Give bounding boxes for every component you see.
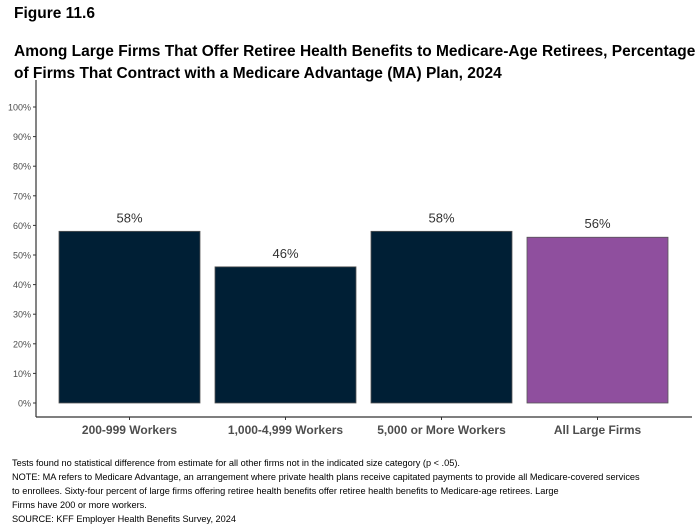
category-label: 200-999 Workers [82, 423, 178, 437]
y-tick-label: 60% [13, 221, 31, 231]
y-tick-label: 20% [13, 339, 31, 349]
notes: Tests found no statistical difference fr… [12, 456, 640, 525]
data-label: 56% [584, 216, 610, 231]
title-line-2: of Firms That Contract with a Medicare A… [14, 65, 502, 82]
bar [526, 236, 669, 404]
title-line-1: Among Large Firms That Offer Retiree Hea… [14, 43, 696, 60]
source: SOURCE: KFF Employer Health Benefits Sur… [12, 514, 236, 524]
chart-title: Among Large Firms That Offer Retiree Hea… [14, 41, 696, 85]
note-line-3: Firms have 200 or more workers. [12, 500, 147, 510]
category-label: All Large Firms [554, 423, 642, 437]
note-line-1: NOTE: MA refers to Medicare Advantage, a… [12, 472, 640, 482]
y-tick-label: 40% [13, 280, 31, 290]
y-tick-label: 30% [13, 310, 31, 320]
note-significance: Tests found no statistical difference fr… [12, 458, 460, 468]
data-label: 58% [428, 210, 454, 225]
data-label: 58% [116, 210, 142, 225]
bar [58, 230, 201, 404]
category-label: 1,000-4,999 Workers [228, 423, 344, 437]
y-tick-label: 0% [18, 399, 31, 409]
y-tick-label: 100% [8, 103, 31, 113]
y-tick-label: 80% [13, 162, 31, 172]
bar [370, 230, 513, 404]
figure-label: Figure 11.6 [14, 5, 95, 22]
data-label: 46% [272, 246, 298, 261]
y-tick-label: 50% [13, 251, 31, 261]
y-tick-label: 70% [13, 191, 31, 201]
bar [214, 266, 357, 404]
y-tick-label: 90% [13, 132, 31, 142]
category-label: 5,000 or More Workers [377, 423, 506, 437]
y-tick-label: 10% [13, 369, 31, 379]
note-line-2: to enrollees. Sixty-four percent of larg… [12, 486, 559, 496]
